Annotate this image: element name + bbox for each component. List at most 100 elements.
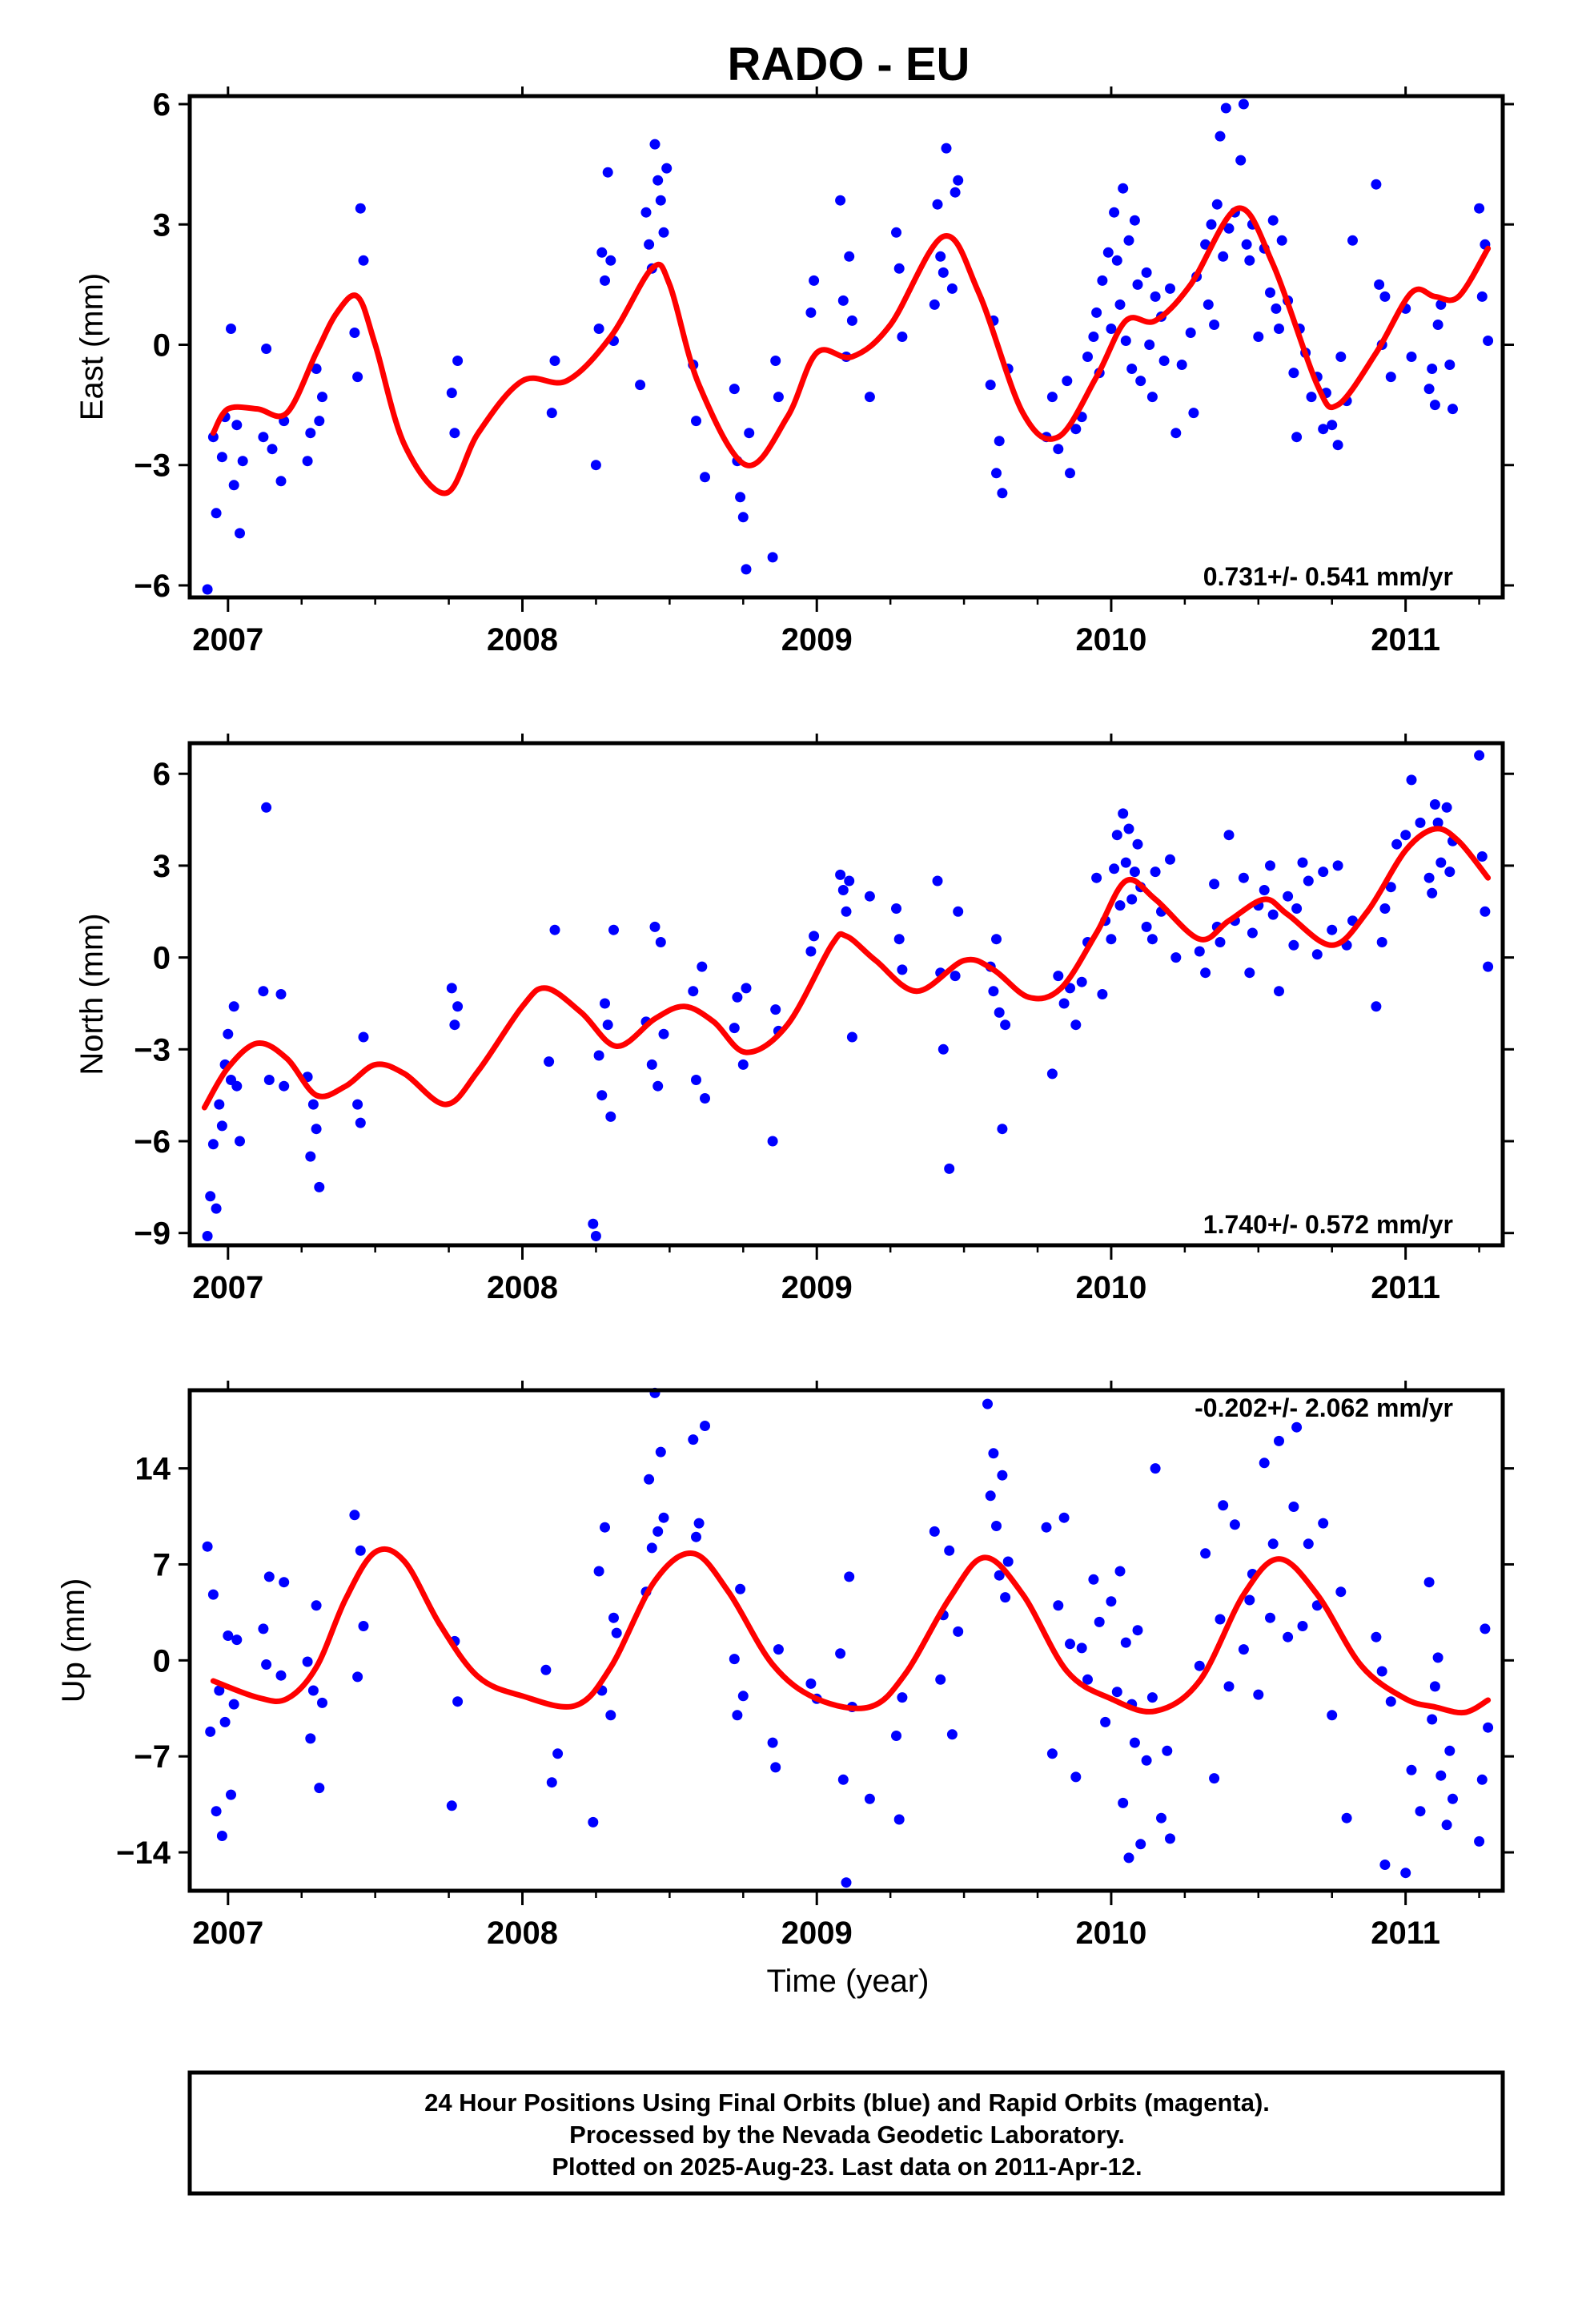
north-point: [1129, 866, 1140, 878]
up-point: [691, 1531, 701, 1542]
north-point: [997, 1124, 1008, 1135]
up-point: [864, 1793, 875, 1804]
east-point: [741, 564, 752, 575]
north-point: [214, 1099, 225, 1110]
north-point: [602, 1019, 613, 1031]
east-point: [231, 420, 243, 431]
up-y-axis-label: Up (mm): [56, 1578, 91, 1703]
east-point: [1120, 336, 1131, 346]
up-point: [688, 1434, 699, 1445]
east-frame: [187, 94, 1505, 600]
east-point: [1220, 103, 1231, 114]
up-point: [700, 1421, 710, 1431]
up-point: [1002, 1556, 1014, 1567]
up-point: [1106, 1596, 1117, 1607]
up-ytick-label: −14: [116, 1835, 171, 1871]
up-ytick-label: 14: [135, 1452, 171, 1487]
north-point: [1118, 808, 1129, 819]
up-point: [1376, 1666, 1387, 1677]
up-point: [1070, 1771, 1082, 1783]
north-point: [1238, 872, 1249, 883]
north-frame: [187, 741, 1505, 1248]
up-panel: −14 −7 0 7 14 2007 2008 2009 2010 2011 Up (mm) -0.2…: [56, 1381, 1514, 1951]
up-ytick-label: 0: [153, 1643, 171, 1679]
east-point: [941, 143, 952, 154]
north-point: [688, 986, 699, 997]
east-point: [1146, 392, 1158, 403]
east-point: [358, 255, 369, 266]
east-point: [1170, 428, 1182, 439]
up-point: [608, 1612, 619, 1623]
north-point: [1244, 967, 1255, 979]
east-point: [1070, 424, 1082, 435]
north-point: [205, 1191, 216, 1202]
north-point: [1058, 998, 1070, 1009]
up-point: [1111, 1687, 1122, 1698]
north-point: [1170, 952, 1182, 963]
east-panel: −6 −3 0 3 6 2007 2008 2009 2010 2011 East (mm) 0.73…: [74, 86, 1514, 657]
footer-line-2: Processed by the Nevada Geodetic Laborat…: [569, 2121, 1125, 2149]
up-point: [1480, 1623, 1491, 1634]
up-point: [228, 1699, 239, 1710]
north-point: [223, 1028, 234, 1039]
up-point: [317, 1697, 327, 1708]
up-point: [891, 1731, 901, 1741]
up-point: [1318, 1518, 1329, 1529]
north-point: [207, 1139, 219, 1150]
up-point: [737, 1691, 749, 1702]
up-point: [219, 1716, 231, 1727]
north-point: [1444, 866, 1456, 878]
north-point: [588, 1218, 599, 1229]
up-point: [1379, 1860, 1391, 1870]
east-point: [891, 227, 901, 238]
east-y-axis-label: East (mm): [74, 273, 110, 420]
east-xtick-label: 2008: [487, 622, 558, 657]
east-point: [691, 416, 701, 427]
north-point: [994, 1007, 1005, 1018]
east-point: [602, 167, 613, 178]
up-point: [358, 1621, 369, 1631]
up-xtick-label: 2009: [781, 1916, 853, 1951]
up-point: [352, 1671, 363, 1683]
east-point: [302, 456, 313, 467]
east-point: [640, 207, 652, 218]
up-point: [946, 1729, 958, 1740]
up-xtick-label: 2008: [487, 1916, 558, 1951]
east-point: [652, 175, 664, 186]
up-point: [1146, 1692, 1158, 1703]
north-point: [893, 934, 905, 945]
north-point: [1291, 903, 1303, 914]
north-point: [1114, 900, 1126, 911]
east-point: [735, 492, 746, 503]
north-point: [1441, 802, 1452, 813]
up-point: [982, 1398, 993, 1409]
north-point: [1000, 1019, 1011, 1031]
east-point: [226, 324, 236, 334]
up-point: [1088, 1574, 1099, 1585]
north-point: [1053, 971, 1064, 982]
east-point: [1371, 179, 1382, 190]
north-point: [1423, 872, 1435, 883]
east-point: [737, 512, 749, 523]
north-point: [600, 998, 610, 1009]
up-point: [1150, 1463, 1161, 1474]
east-point: [446, 388, 457, 399]
east-xtick-label: 2007: [192, 622, 263, 657]
east-point: [1429, 400, 1440, 411]
figure-title: RADO - EU: [728, 38, 970, 90]
east-point: [1223, 223, 1235, 234]
up-point: [611, 1627, 622, 1638]
up-point: [1385, 1696, 1396, 1707]
east-point: [352, 372, 363, 383]
up-point: [1094, 1616, 1105, 1627]
up-point: [1215, 1614, 1226, 1625]
up-point: [588, 1816, 599, 1827]
north-point: [449, 1019, 460, 1031]
north-point: [307, 1099, 319, 1110]
north-point: [231, 1080, 243, 1092]
north-point: [891, 903, 901, 914]
east-point: [1306, 392, 1317, 403]
up-point: [658, 1512, 669, 1523]
east-point: [1374, 279, 1385, 290]
north-point: [452, 1001, 464, 1012]
